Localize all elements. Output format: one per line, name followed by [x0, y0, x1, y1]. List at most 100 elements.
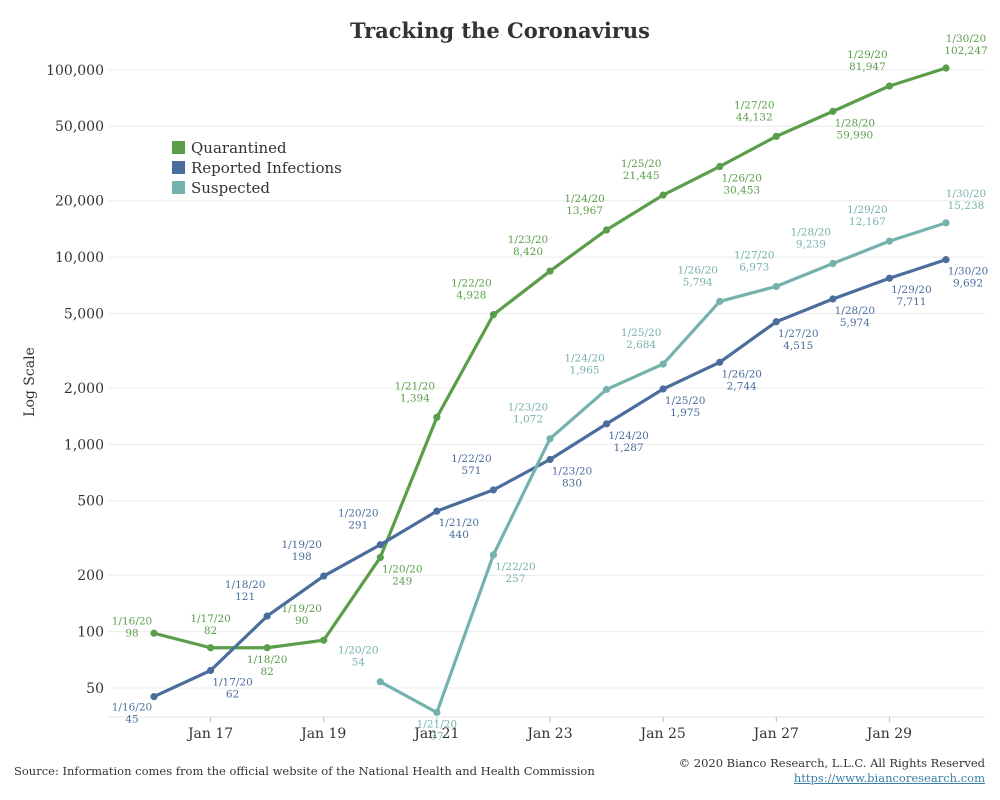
- data-label-reported-infections: 1/25/20 1,975: [665, 395, 705, 419]
- data-point-reported-infections: [772, 318, 780, 326]
- legend-label-quarantined: Quarantined: [191, 139, 287, 157]
- data-label-quarantined: 1/22/20 4,928: [451, 278, 491, 302]
- y-tick-label: 500: [77, 494, 104, 510]
- data-label-quarantined: 1/29/20 81,947: [847, 49, 887, 73]
- data-point-reported-infections: [829, 295, 837, 303]
- data-label-reported-infections: 1/30/20 9,692: [948, 266, 988, 290]
- data-label-suspected: 1/30/20 15,238: [946, 188, 986, 212]
- x-tick-label: Jan 23: [525, 726, 572, 742]
- data-point-reported-infections: [263, 612, 271, 620]
- data-label-reported-infections: 1/23/20 830: [552, 466, 592, 490]
- series-line-reported-infections: [152, 258, 948, 699]
- data-point-reported-infections: [602, 420, 611, 428]
- data-point-quarantined: [320, 636, 328, 644]
- x-tick-label: Jan 29: [865, 726, 912, 742]
- data-point-quarantined: [376, 553, 384, 562]
- data-label-suspected: 1/23/20 1,072: [508, 402, 548, 426]
- data-point-suspected: [433, 708, 441, 717]
- data-point-quarantined: [546, 267, 554, 275]
- y-axis-label: Log Scale: [22, 347, 38, 417]
- data-point-suspected: [376, 678, 384, 686]
- data-point-reported-infections: [885, 274, 894, 282]
- data-label-quarantined: 1/19/20 90: [281, 603, 321, 627]
- data-label-suspected: 1/29/20 12,167: [847, 204, 887, 228]
- data-point-quarantined: [659, 191, 667, 199]
- data-point-quarantined: [716, 162, 724, 171]
- data-label-suspected: 1/22/20 257: [495, 561, 535, 585]
- data-point-quarantined: [942, 64, 950, 72]
- data-point-reported-infections: [206, 666, 215, 675]
- legend-swatch-quarantined: [172, 141, 185, 154]
- data-label-quarantined: 1/24/20 13,967: [564, 193, 604, 217]
- data-label-suspected: 1/26/20 5,794: [677, 264, 717, 288]
- legend-item-quarantined: Quarantined: [172, 139, 287, 157]
- x-tick-label: Jan 19: [299, 726, 346, 742]
- data-point-suspected: [546, 435, 554, 443]
- data-point-quarantined: [263, 644, 271, 652]
- legend-swatch-reported-infections: [172, 161, 185, 174]
- y-tick-label: 20,000: [55, 194, 104, 210]
- data-label-suspected: 1/24/20 1,965: [564, 352, 604, 376]
- data-label-suspected: 1/28/20 9,239: [791, 227, 831, 251]
- data-point-reported-infections: [320, 572, 328, 580]
- series: [150, 64, 950, 717]
- source-note: Source: Information comes from the offic…: [14, 764, 595, 778]
- x-tick-label: Jan 27: [752, 726, 799, 742]
- data-label-reported-infections: 1/20/20 291: [338, 508, 378, 532]
- y-tick-label: 100,000: [46, 63, 104, 79]
- data-label-reported-infections: 1/28/20 5,974: [835, 305, 875, 329]
- data-point-reported-infections: [546, 455, 554, 464]
- data-label-quarantined: 1/28/20 59,990: [835, 117, 875, 141]
- data-point-suspected: [716, 297, 724, 306]
- data-label-suspected: 1/21/20 37: [417, 718, 457, 742]
- chart-title: Tracking the Coronavirus: [350, 18, 650, 43]
- y-tick-label: 50,000: [55, 119, 104, 135]
- data-label-reported-infections: 1/22/20 571: [451, 453, 491, 477]
- data-label-reported-infections: 1/21/20 440: [439, 517, 479, 541]
- data-label-suspected: 1/25/20 2,684: [621, 327, 661, 351]
- data-label-reported-infections: 1/16/20 45: [112, 702, 152, 726]
- data-label-reported-infections: 1/24/20 1,287: [608, 430, 648, 454]
- data-point-quarantined: [433, 413, 441, 421]
- data-label-quarantined: 1/27/20 44,132: [734, 99, 774, 123]
- legend-swatch-suspected: [172, 181, 185, 194]
- data-label-quarantined: 1/18/20 82: [247, 654, 287, 678]
- data-label-quarantined: 1/17/20 82: [190, 613, 230, 637]
- data-point-quarantined: [206, 644, 215, 652]
- data-label-suspected: 1/27/20 6,973: [734, 249, 774, 273]
- legend-label-suspected: Suspected: [191, 179, 270, 197]
- data-point-reported-infections: [433, 507, 441, 515]
- data-point-reported-infections: [150, 692, 158, 701]
- data-label-quarantined: 1/23/20 8,420: [508, 234, 548, 258]
- x-axis-ticks: Jan 17 Jan 19 Jan 21 Jan 23 Jan 25 Jan 27 Jan …: [186, 717, 912, 742]
- x-tick-label: Jan 17: [186, 726, 233, 742]
- data-point-quarantined: [489, 311, 498, 319]
- data-label-reported-infections: 1/26/20 2,744: [721, 368, 761, 392]
- data-point-quarantined: [885, 82, 894, 90]
- y-axis-ticks: 50 100 200 500 1,000 2,000 5,000 10,000 20,000 50…: [46, 63, 104, 697]
- data-point-suspected: [659, 360, 667, 368]
- data-point-reported-infections: [489, 486, 498, 494]
- legend-item-reported-infections: Reported Infections: [172, 159, 342, 177]
- y-tick-label: 50: [86, 681, 104, 697]
- data-point-reported-infections: [716, 358, 724, 366]
- website-link[interactable]: https://www.biancoresearch.com: [793, 771, 985, 785]
- legend: Quarantined Reported Infections Suspecte…: [172, 139, 342, 197]
- x-tick-label: Jan 21: [412, 726, 459, 742]
- data-point-reported-infections: [942, 256, 950, 264]
- data-label-reported-infections: 1/17/20 62: [212, 676, 252, 700]
- data-label-reported-infections: 1/19/20 198: [281, 539, 321, 563]
- y-tick-label: 10,000: [55, 250, 104, 266]
- data-label-quarantined: 1/25/20 21,445: [621, 158, 661, 182]
- y-tick-label: 200: [77, 568, 104, 584]
- data-label-suspected: 1/20/20 54: [338, 645, 378, 669]
- data-label-quarantined: 1/21/20 1,394: [395, 380, 435, 404]
- data-label-quarantined: 1/26/20 30,453: [721, 173, 761, 197]
- data-point-quarantined: [602, 226, 611, 234]
- y-tick-label: 1,000: [64, 437, 104, 453]
- data-point-reported-infections: [376, 541, 384, 549]
- data-label-reported-infections: 1/27/20 4,515: [778, 328, 818, 352]
- data-point-suspected: [942, 219, 950, 227]
- y-tick-label: 2,000: [64, 381, 104, 397]
